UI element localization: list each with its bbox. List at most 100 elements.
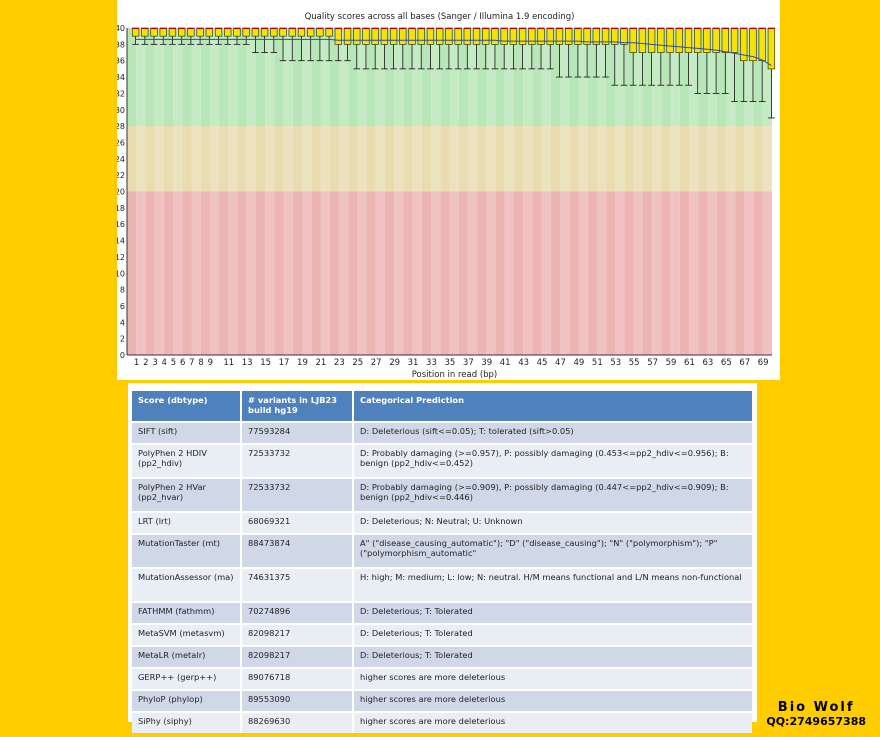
quality-chart-panel: Quality scores across all bases (Sanger … [117, 0, 780, 380]
box [500, 27, 508, 45]
band-good [532, 28, 542, 127]
band-good [495, 28, 505, 127]
band-good [228, 28, 238, 127]
band-reasonable [514, 126, 524, 192]
band-reasonable [652, 126, 662, 192]
box [297, 27, 306, 37]
y-tick-label: 0 [120, 351, 125, 360]
band-poor [504, 191, 514, 355]
band-good [292, 28, 303, 127]
band-good [615, 28, 625, 127]
table-row: SIFT (sift) 77593284 D: Deleterious (sif… [132, 423, 752, 443]
watermark-name: Bio Wolf [777, 700, 855, 715]
x-tick-label: 53 [610, 358, 621, 368]
table-row: LRT (lrt) 68069321 D: Deleterious; N: Ne… [132, 513, 752, 533]
cell-variants: 77593284 [242, 423, 354, 443]
band-poor [449, 191, 459, 355]
band-good [302, 28, 312, 127]
annotation-table-panel: Score (dbtype) # variants in LJB23 build… [128, 383, 757, 733]
band-reasonable [753, 126, 763, 192]
table-row: MetaSVM (metasvm) 82098217 D: Deleteriou… [132, 625, 752, 645]
box [518, 27, 527, 45]
x-tick-label: 29 [389, 358, 400, 368]
band-good [550, 28, 561, 127]
band-good [725, 28, 736, 127]
cell-prediction: A" ("disease_causing_automatic"); "D" ("… [354, 535, 752, 567]
cell-score: MetaLR (metalr) [132, 647, 242, 667]
band-good [652, 28, 662, 127]
band-reasonable [145, 126, 155, 192]
band-good [458, 28, 468, 127]
header-score: Score (dbtype) [132, 391, 242, 421]
box [657, 27, 665, 53]
band-poor [200, 191, 210, 355]
band-good [431, 28, 441, 127]
band-reasonable [633, 126, 643, 192]
band-good [145, 28, 155, 127]
y-tick-label: 22 [117, 171, 125, 180]
band-poor [514, 191, 524, 355]
cell-prediction: higher scores are more deleterious [354, 691, 752, 711]
band-good [375, 28, 385, 127]
table-row: SiPhy (siphy) 88269630 higher scores are… [132, 713, 752, 733]
cell-variants: 68069321 [242, 513, 354, 533]
band-good [661, 28, 671, 127]
y-tick-label: 10 [117, 269, 125, 278]
x-tick-label: 27 [371, 358, 382, 368]
band-reasonable [366, 126, 376, 192]
band-poor [173, 191, 183, 355]
band-good [762, 28, 772, 127]
box [178, 27, 186, 37]
band-good [679, 28, 690, 127]
band-poor [265, 191, 275, 355]
box [537, 27, 545, 45]
band-reasonable [532, 126, 542, 192]
band-poor [560, 191, 570, 355]
box [325, 27, 333, 37]
x-tick-label: 5 [171, 358, 176, 368]
band-reasonable [274, 126, 284, 192]
box [426, 27, 435, 45]
x-tick-label: 39 [481, 358, 492, 368]
box [168, 27, 177, 37]
chart-title: Quality scores across all bases (Sanger … [305, 12, 575, 22]
band-good [191, 28, 201, 127]
band-reasonable [394, 126, 404, 192]
x-tick-label: 21 [315, 358, 326, 368]
band-poor [633, 191, 643, 355]
band-poor [578, 191, 588, 355]
box [712, 27, 720, 53]
band-reasonable [219, 126, 229, 192]
band-good [421, 28, 432, 127]
mean-line [135, 38, 772, 67]
y-tick-label: 20 [117, 188, 125, 197]
x-tick-label: 55 [629, 358, 640, 368]
table-row: PolyPhen 2 HVar (pp2_hvar) 72533732 D: P… [132, 479, 752, 511]
band-good [385, 28, 395, 127]
box [417, 27, 425, 45]
band-good [256, 28, 266, 127]
band-reasonable [735, 126, 745, 192]
band-poor [624, 191, 634, 355]
band-reasonable [182, 126, 192, 192]
band-poor [357, 191, 367, 355]
cell-score: PhyloP (phylop) [132, 691, 242, 711]
band-reasonable [403, 126, 413, 192]
band-reasonable [615, 126, 625, 192]
y-tick-label: 24 [117, 155, 125, 164]
band-reasonable [421, 126, 432, 192]
band-poor [302, 191, 312, 355]
band-poor [643, 191, 653, 355]
x-tick-label: 9 [208, 358, 213, 368]
box [565, 27, 573, 45]
band-poor [744, 191, 754, 355]
cell-variants: 74631375 [242, 569, 354, 601]
box [638, 27, 647, 53]
x-tick-label: 17 [279, 358, 290, 368]
band-reasonable [670, 126, 680, 192]
box [187, 27, 195, 37]
box [647, 27, 656, 53]
band-good [587, 28, 597, 127]
box [343, 27, 352, 45]
band-poor [375, 191, 385, 355]
